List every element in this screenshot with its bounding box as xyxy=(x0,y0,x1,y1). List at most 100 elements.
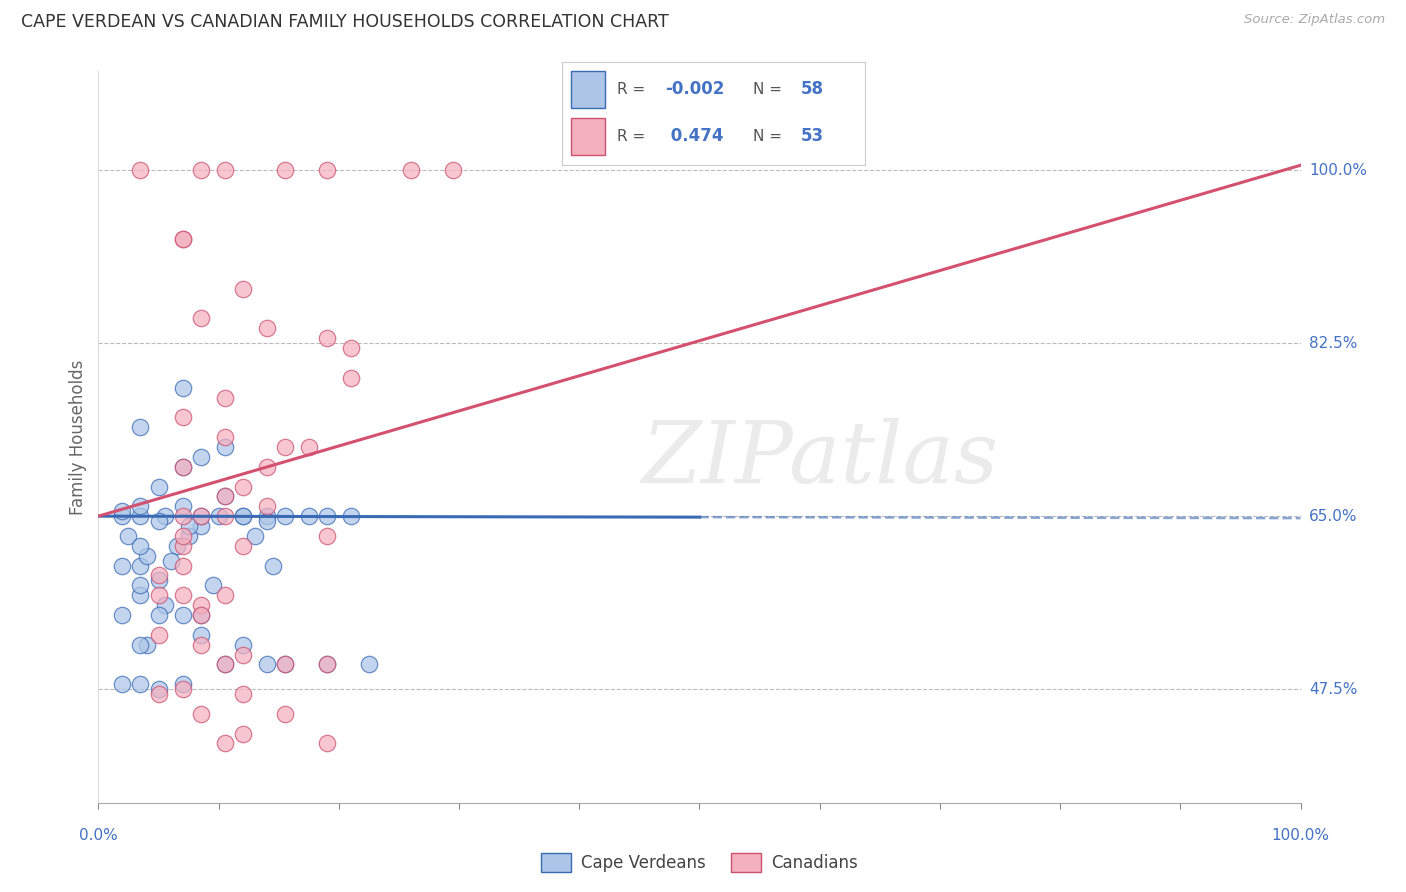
Point xyxy=(172,607,194,622)
Point xyxy=(153,509,176,524)
Point xyxy=(177,529,200,543)
Point xyxy=(201,578,224,592)
Point xyxy=(315,509,337,524)
Point xyxy=(148,574,170,588)
Point xyxy=(190,163,212,178)
Text: 0.0%: 0.0% xyxy=(79,828,118,843)
Text: 65.0%: 65.0% xyxy=(1309,508,1357,524)
Text: R =: R = xyxy=(617,128,650,144)
Point xyxy=(148,682,170,697)
Point xyxy=(274,509,297,524)
Point xyxy=(190,607,212,622)
Point xyxy=(129,509,152,524)
Point xyxy=(232,638,254,652)
Point xyxy=(172,509,194,524)
Point xyxy=(148,514,170,528)
Point xyxy=(129,638,152,652)
Point xyxy=(190,598,212,612)
Point xyxy=(129,588,152,602)
FancyBboxPatch shape xyxy=(571,118,605,155)
Point xyxy=(111,607,134,622)
Text: N =: N = xyxy=(752,81,787,96)
Point xyxy=(214,163,236,178)
Point xyxy=(232,479,254,493)
Point xyxy=(172,381,194,395)
Point xyxy=(243,529,266,543)
Point xyxy=(111,509,134,524)
Point xyxy=(262,558,284,573)
Point xyxy=(315,657,337,672)
Point xyxy=(148,568,170,582)
Point xyxy=(274,657,297,672)
Text: CAPE VERDEAN VS CANADIAN FAMILY HOUSEHOLDS CORRELATION CHART: CAPE VERDEAN VS CANADIAN FAMILY HOUSEHOL… xyxy=(21,13,669,31)
Point xyxy=(111,677,134,691)
Point xyxy=(129,500,152,514)
Point xyxy=(256,321,278,335)
Point xyxy=(172,677,194,691)
Point xyxy=(129,677,152,691)
Point xyxy=(190,509,212,524)
Point xyxy=(129,539,152,553)
Text: Source: ZipAtlas.com: Source: ZipAtlas.com xyxy=(1244,13,1385,27)
Point xyxy=(148,628,170,642)
Point xyxy=(214,489,236,503)
Text: 47.5%: 47.5% xyxy=(1309,681,1357,697)
Point xyxy=(172,682,194,697)
Point xyxy=(208,509,231,524)
Point xyxy=(111,558,134,573)
Point xyxy=(172,459,194,474)
Point xyxy=(357,657,380,672)
Point xyxy=(256,657,278,672)
FancyBboxPatch shape xyxy=(571,70,605,108)
Point xyxy=(256,459,278,474)
Point xyxy=(172,232,194,246)
Point xyxy=(117,529,139,543)
Point xyxy=(190,519,212,533)
Point xyxy=(172,588,194,602)
Text: 82.5%: 82.5% xyxy=(1309,335,1357,351)
Point xyxy=(148,687,170,701)
Point xyxy=(441,163,464,178)
Text: -0.002: -0.002 xyxy=(665,80,724,98)
Point xyxy=(274,657,297,672)
Point xyxy=(399,163,422,178)
Point xyxy=(135,549,157,563)
Point xyxy=(148,607,170,622)
Point xyxy=(172,500,194,514)
Point xyxy=(232,509,254,524)
Point xyxy=(232,687,254,701)
Point xyxy=(190,450,212,464)
Point xyxy=(190,628,212,642)
Point xyxy=(214,430,236,444)
Point xyxy=(298,440,321,454)
Point xyxy=(153,598,176,612)
Point xyxy=(315,163,337,178)
Point xyxy=(340,341,363,355)
Point xyxy=(172,459,194,474)
Text: 58: 58 xyxy=(801,80,824,98)
Point xyxy=(172,539,194,553)
Point xyxy=(172,529,194,543)
Point xyxy=(214,391,236,405)
Text: 53: 53 xyxy=(801,128,824,145)
Point xyxy=(129,558,152,573)
Point xyxy=(232,539,254,553)
Text: 0.474: 0.474 xyxy=(665,128,724,145)
Point xyxy=(172,410,194,425)
Point xyxy=(214,588,236,602)
Point xyxy=(214,440,236,454)
Point xyxy=(232,726,254,740)
Point xyxy=(135,638,157,652)
Point xyxy=(129,420,152,434)
Point xyxy=(256,500,278,514)
Point xyxy=(214,737,236,751)
Point xyxy=(214,657,236,672)
Text: N =: N = xyxy=(752,128,787,144)
Point xyxy=(129,163,152,178)
Text: R =: R = xyxy=(617,81,650,96)
Point xyxy=(214,489,236,503)
Text: 100.0%: 100.0% xyxy=(1309,162,1367,178)
Point xyxy=(315,737,337,751)
Point xyxy=(232,509,254,524)
Point xyxy=(148,588,170,602)
